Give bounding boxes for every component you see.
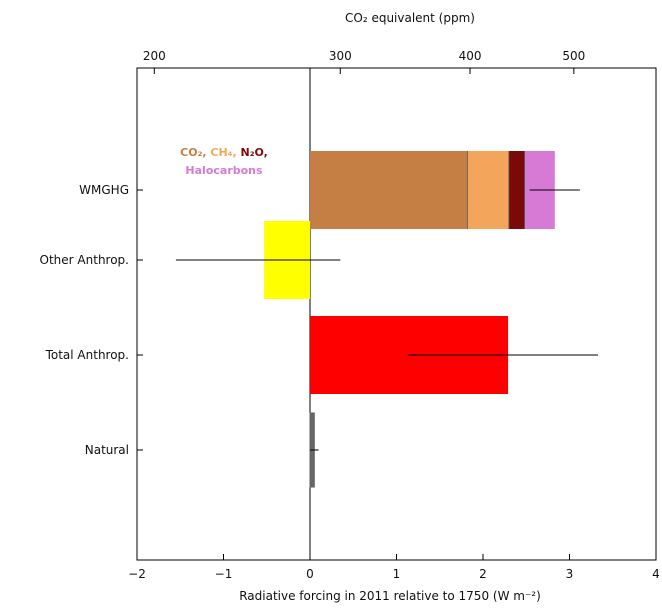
legend-item: ,: [202, 146, 210, 159]
legend-item: CO₂: [180, 146, 202, 159]
top-tick-label: 500: [562, 49, 585, 63]
axes-layer: −2 −1 0 1 2 3 4 200 300 400 500 WMGHG Other Anthrop.…: [40, 49, 660, 581]
category-label: Total Anthrop.: [45, 348, 129, 362]
legend-item: Halocarbons: [185, 164, 263, 177]
legend-line-1: CO₂, CH₄, N₂O,: [180, 146, 268, 159]
top-tick-label: 200: [143, 49, 166, 63]
x-tick-label: 2: [479, 567, 487, 581]
x-tick-label: 1: [393, 567, 401, 581]
legend-item: N₂O: [241, 146, 264, 159]
bar-segment-1-2: [467, 151, 509, 229]
legend-item: CH₄: [210, 146, 232, 159]
bars-layer: [264, 151, 555, 487]
legend-item: ,: [264, 146, 268, 159]
bar-segment-1-1: [310, 151, 467, 229]
x-axis-title: Radiative forcing in 2011 relative to 17…: [239, 589, 541, 603]
legend-line-2: Halocarbons: [185, 164, 263, 177]
legend: CO₂, CH₄, N₂O,Halocarbons: [180, 146, 268, 177]
top-axis-title: CO₂ equivalent (ppm): [345, 11, 475, 25]
legend-item: ,: [233, 146, 241, 159]
x-tick-label: 4: [652, 567, 660, 581]
category-label: Natural: [85, 443, 129, 457]
x-tick-label: −1: [215, 567, 233, 581]
category-label: WMGHG: [79, 183, 129, 197]
x-tick-label: −2: [128, 567, 146, 581]
category-label: Other Anthrop.: [40, 253, 129, 267]
plot-frame: [137, 68, 656, 560]
top-tick-label: 300: [329, 49, 352, 63]
plot-border: [137, 68, 656, 560]
bar-segment-1-3: [509, 151, 525, 229]
x-tick-label: 3: [566, 567, 574, 581]
x-tick-label: 0: [306, 567, 314, 581]
top-tick-label: 400: [459, 49, 482, 63]
